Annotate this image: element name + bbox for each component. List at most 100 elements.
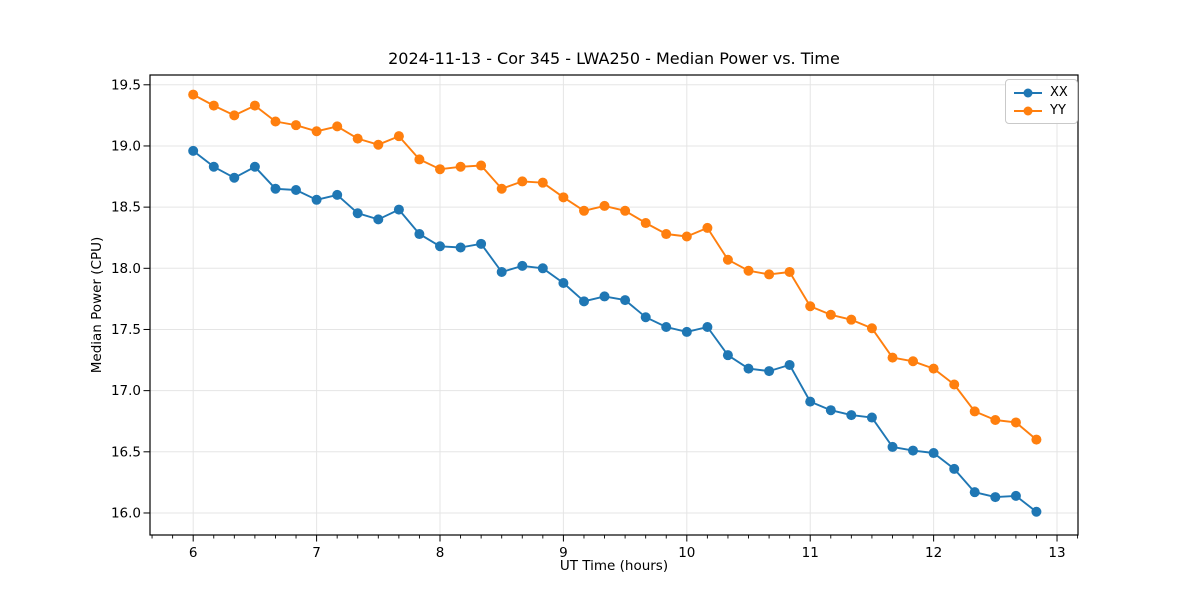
legend-item-xx: XX <box>1013 85 1068 100</box>
y-tick-label: 18.0 <box>111 261 141 277</box>
data-point-XX <box>681 326 692 337</box>
plot-border <box>149 74 1079 536</box>
data-point-XX <box>620 295 631 306</box>
y-tick-label: 19.0 <box>111 138 141 154</box>
legend-item-yy: YY <box>1013 103 1068 118</box>
data-point-XX <box>825 405 836 416</box>
data-point-YY <box>290 120 301 131</box>
data-point-XX <box>805 396 816 407</box>
data-point-YY <box>1010 417 1021 428</box>
data-point-XX <box>393 204 404 215</box>
data-point-YY <box>414 154 425 165</box>
data-point-XX <box>640 312 651 323</box>
data-point-XX <box>290 185 301 195</box>
data-point-XX <box>537 263 548 274</box>
data-point-XX <box>990 492 1001 503</box>
data-point-YY <box>373 139 384 150</box>
data-point-XX <box>373 214 384 225</box>
data-point-XX <box>866 412 877 423</box>
y-tick-label: 19.5 <box>111 77 141 93</box>
data-point-XX <box>1031 506 1042 517</box>
data-point-XX <box>311 194 322 205</box>
legend-label: YY <box>1050 103 1066 118</box>
data-point-YY <box>352 133 363 144</box>
data-point-YY <box>928 363 939 374</box>
data-point-YY <box>681 231 692 242</box>
x-tick-label: 10 <box>678 545 695 561</box>
data-point-XX <box>722 350 733 361</box>
data-point-XX <box>270 183 281 194</box>
data-point-XX <box>579 296 590 307</box>
data-point-XX <box>764 366 775 377</box>
data-point-YY <box>1031 434 1042 445</box>
x-tick-label: 7 <box>312 545 321 561</box>
data-point-XX <box>249 161 260 172</box>
data-point-YY <box>846 314 857 325</box>
data-point-YY <box>537 177 548 188</box>
x-axis-label: UT Time (hours) <box>559 558 669 574</box>
data-point-XX <box>599 291 610 302</box>
data-point-YY <box>702 222 713 233</box>
data-point-YY <box>311 126 322 137</box>
data-point-XX <box>661 322 672 333</box>
data-point-XX <box>188 145 199 156</box>
legend-label: XX <box>1050 85 1068 100</box>
data-point-YY <box>743 265 754 276</box>
data-point-YY <box>229 110 240 121</box>
data-point-YY <box>640 218 651 229</box>
data-point-YY <box>620 205 631 216</box>
data-point-YY <box>784 266 795 277</box>
y-tick-label: 18.5 <box>111 200 141 216</box>
data-point-YY <box>455 161 466 172</box>
x-tick-label: 12 <box>925 545 942 561</box>
legend: XX YY <box>1005 79 1078 124</box>
data-point-XX <box>1010 490 1021 501</box>
data-point-YY <box>517 176 528 187</box>
data-point-XX <box>784 359 795 370</box>
data-point-XX <box>435 241 445 252</box>
data-point-YY <box>599 200 610 211</box>
data-point-YY <box>661 229 672 240</box>
chart-title: 2024-11-13 - Cor 345 - LWA250 - Median P… <box>388 49 840 68</box>
data-point-YY <box>435 164 445 175</box>
data-point-YY <box>887 352 898 363</box>
legend-line-marker-icon <box>1014 88 1042 97</box>
data-point-YY <box>764 269 775 280</box>
data-point-YY <box>188 89 199 100</box>
data-point-YY <box>969 406 980 417</box>
data-point-XX <box>455 242 466 253</box>
data-point-YY <box>476 160 487 171</box>
x-tick-label: 13 <box>1048 545 1065 561</box>
data-point-YY <box>579 205 590 216</box>
x-tick-label: 9 <box>559 545 568 561</box>
x-tick-label: 11 <box>802 545 819 561</box>
data-point-YY <box>332 121 343 132</box>
data-point-YY <box>393 131 404 142</box>
data-point-XX <box>928 448 939 459</box>
data-point-XX <box>517 260 528 271</box>
data-point-YY <box>866 323 877 334</box>
data-point-XX <box>352 208 363 219</box>
data-point-XX <box>702 322 713 333</box>
data-point-XX <box>332 189 343 200</box>
series-XX-line <box>192 149 1038 513</box>
data-point-XX <box>414 229 425 240</box>
data-point-YY <box>270 116 281 127</box>
data-point-XX <box>558 277 569 288</box>
data-point-XX <box>887 441 898 452</box>
legend-line-marker-icon <box>1014 106 1042 115</box>
y-tick-label: 16.5 <box>111 444 141 460</box>
x-tick-label: 6 <box>189 545 198 561</box>
data-point-YY <box>208 100 219 111</box>
data-point-YY <box>949 379 960 390</box>
data-point-YY <box>825 309 836 320</box>
data-point-XX <box>949 463 960 474</box>
data-point-YY <box>990 415 1001 425</box>
data-point-YY <box>249 100 260 111</box>
data-point-XX <box>969 487 980 498</box>
data-point-YY <box>558 192 569 203</box>
x-tick-label: 8 <box>436 545 445 561</box>
data-point-YY <box>805 301 816 312</box>
